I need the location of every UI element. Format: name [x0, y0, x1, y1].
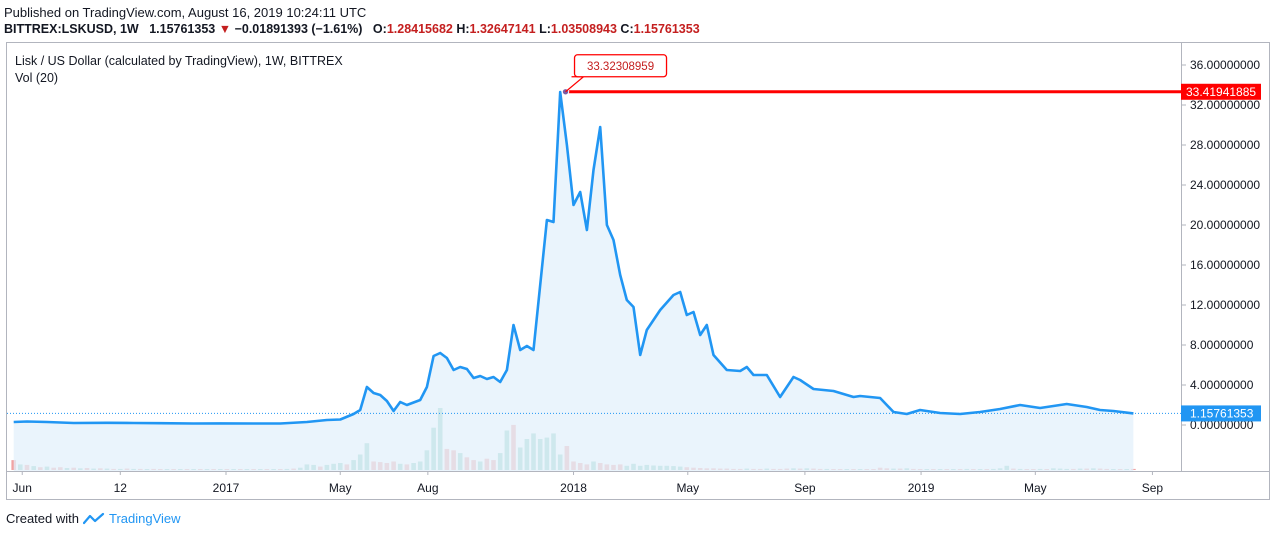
- tradingview-brand[interactable]: TradingView: [108, 511, 181, 526]
- symbol-label: BITTREX:LSKUSD, 1W: [4, 22, 139, 36]
- time-axis-label: Aug: [417, 481, 438, 495]
- price-axis-label: 28.00000000: [1190, 138, 1260, 152]
- price-change: −0.01891393 (−1.61%): [234, 22, 363, 36]
- annotation-label: 33.32308959: [587, 61, 654, 73]
- high-value: 1.32647141: [469, 22, 536, 36]
- price-axis-label: 20.00000000: [1190, 218, 1260, 232]
- high-marker-tag-label: 33.41941885: [1186, 85, 1256, 99]
- price-line: [13, 90, 1134, 425]
- time-axis-label: 12: [114, 481, 128, 495]
- last-price-tag-label: 1.15761353: [1190, 406, 1254, 420]
- time-axis-label: May: [676, 481, 699, 495]
- tradingview-logo-icon: [82, 512, 105, 525]
- open-value: 1.28415682: [386, 22, 453, 36]
- price-axis-label: 32.00000000: [1190, 98, 1260, 112]
- volume-title: Vol (20): [15, 71, 58, 85]
- price-axis-label: 0.00000000: [1190, 418, 1254, 432]
- high-label: H:: [456, 22, 470, 36]
- time-axis-label: Sep: [1142, 481, 1164, 495]
- price-axis-label: 16.00000000: [1190, 258, 1260, 272]
- last-price-tag: [1181, 405, 1261, 422]
- price-axis-label: 36.00000000: [1190, 58, 1260, 72]
- time-axis-label: May: [329, 481, 352, 495]
- chart-overlays: 1.15761353 33.41941885 33.32308959: [7, 54, 1261, 422]
- price-chart[interactable]: Lisk / US Dollar (calculated by TradingV…: [6, 42, 1270, 500]
- symbol-ohlc-bar: BITTREX:LSKUSD, 1W 1.15761353 ▼ −0.01891…: [4, 22, 700, 36]
- time-axis-label: 2017: [213, 481, 240, 495]
- footer: Created with TradingView: [6, 511, 181, 526]
- close-label: C:: [620, 22, 634, 36]
- last-price: 1.15761353: [149, 22, 216, 36]
- price-axis: 36.00000000 32.00000000 28.00000000 24.0000…: [1181, 58, 1260, 432]
- price-axis-label: 24.00000000: [1190, 178, 1260, 192]
- time-axis-label: 2019: [908, 481, 935, 495]
- low-label: L:: [539, 22, 551, 36]
- price-axis-label: 12.00000000: [1190, 298, 1260, 312]
- down-arrow-icon: ▼: [218, 22, 232, 36]
- close-value: 1.15761353: [633, 22, 700, 36]
- open-label: O:: [372, 22, 387, 36]
- price-axis-label: 8.00000000: [1190, 338, 1254, 352]
- time-axis-label: Jun: [13, 481, 32, 495]
- time-axis-label: May: [1024, 481, 1047, 495]
- time-axis-label: 2018: [560, 481, 587, 495]
- time-axis: Jun 12 2017 May Aug 2018 May Sep 2019 May Sep: [13, 471, 1164, 495]
- series-title: Lisk / US Dollar (calculated by TradingV…: [15, 54, 343, 68]
- price-axis-label: 4.00000000: [1190, 378, 1254, 392]
- time-axis-label: Sep: [794, 481, 816, 495]
- price-line-path: [13, 90, 1134, 425]
- price-area-fill: [13, 92, 1134, 471]
- created-with-label: Created with: [6, 511, 79, 526]
- annotation-box: [573, 54, 668, 78]
- published-note: Published on TradingView.com, August 16,…: [4, 5, 367, 20]
- price-area: [13, 92, 1134, 471]
- high-marker-tag: [1181, 83, 1261, 100]
- low-value: 1.03508943: [550, 22, 617, 36]
